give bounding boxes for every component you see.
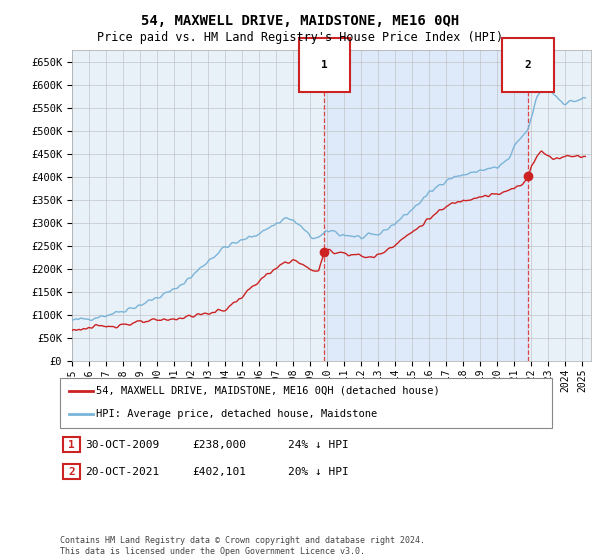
Text: HPI: Average price, detached house, Maidstone: HPI: Average price, detached house, Maid… [96,409,377,419]
Text: Contains HM Land Registry data © Crown copyright and database right 2024.
This d: Contains HM Land Registry data © Crown c… [60,536,425,556]
Text: 20% ↓ HPI: 20% ↓ HPI [288,466,349,477]
Text: 1: 1 [321,60,328,70]
Text: 54, MAXWELL DRIVE, MAIDSTONE, ME16 0QH (detached house): 54, MAXWELL DRIVE, MAIDSTONE, ME16 0QH (… [96,386,440,396]
Text: £402,101: £402,101 [192,466,246,477]
Text: £238,000: £238,000 [192,440,246,450]
Text: Price paid vs. HM Land Registry's House Price Index (HPI): Price paid vs. HM Land Registry's House … [97,31,503,44]
Text: 20-OCT-2021: 20-OCT-2021 [85,466,160,477]
Text: 24% ↓ HPI: 24% ↓ HPI [288,440,349,450]
Bar [325,50,528,361]
Text: 2: 2 [68,466,75,477]
Text: 30-OCT-2009: 30-OCT-2009 [85,440,160,450]
Text: 54, MAXWELL DRIVE, MAIDSTONE, ME16 0QH: 54, MAXWELL DRIVE, MAIDSTONE, ME16 0QH [141,14,459,28]
Text: 2: 2 [524,60,532,70]
Text: 1: 1 [68,440,75,450]
